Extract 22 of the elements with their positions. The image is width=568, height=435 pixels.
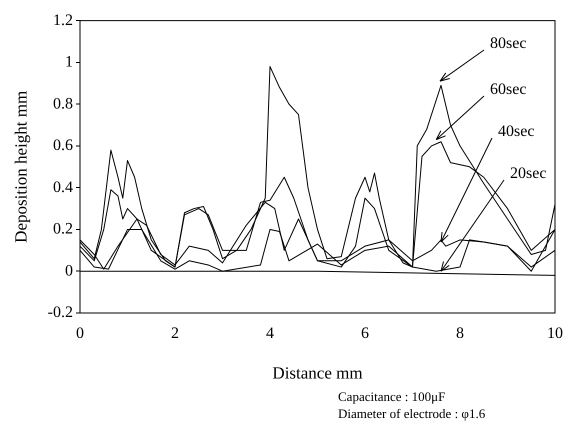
y-tick-label: 0 — [65, 262, 73, 280]
x-axis-title: Distance mm — [272, 363, 363, 382]
annotation: 80sec — [490, 35, 526, 52]
y-axis-title: Deposition height mm — [12, 90, 31, 243]
x-tick-label: 2 — [171, 324, 179, 342]
annotation: 40sec — [498, 123, 534, 140]
y-tick-label: 0.6 — [53, 137, 73, 154]
x-tick-label: 6 — [361, 324, 369, 342]
y-tick-label: 1 — [65, 54, 73, 71]
x-tick-label: 4 — [266, 324, 274, 342]
x-tick-label: 10 — [547, 324, 563, 342]
annotation: 60sec — [490, 81, 526, 98]
y-tick-label: 0.2 — [53, 220, 73, 238]
y-tick-label: 0.8 — [53, 95, 73, 112]
y-tick-label: -0.2 — [48, 304, 73, 322]
x-tick-label: 0 — [76, 324, 84, 342]
y-tick-label: 1.2 — [53, 12, 73, 29]
annotation: 20sec — [510, 165, 546, 182]
x-tick-label: 8 — [456, 324, 464, 342]
text: Capacitance : 100μF — [338, 388, 446, 405]
y-tick-label: 0.4 — [53, 178, 73, 196]
text: Diameter of electrode : φ1.6 — [338, 405, 486, 422]
